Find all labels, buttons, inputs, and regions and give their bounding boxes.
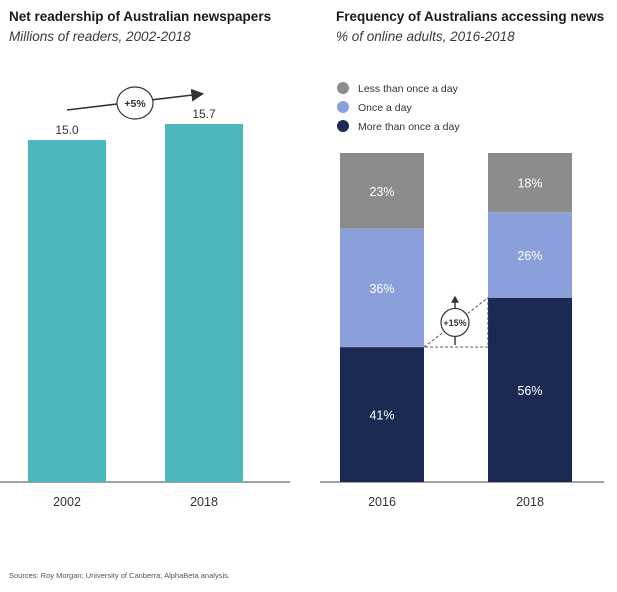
- chart1-value-label-2018: 15.7: [192, 107, 216, 121]
- chart2-category-label-2016: 2016: [368, 495, 396, 509]
- chart2-legend-marker-0: [337, 82, 349, 94]
- chart2-segment-2018-0: [488, 297, 572, 482]
- chart2-growth-label: +15%: [443, 318, 466, 328]
- chart2-segment-label-2018-1: 26%: [517, 249, 542, 263]
- chart2-legend-label-2: More than once a day: [358, 121, 460, 133]
- chart2-segment-2018-2: [488, 153, 572, 213]
- chart2-subtitle: % of online adults, 2016-2018: [336, 29, 515, 44]
- chart1-category-label-2018: 2018: [190, 495, 218, 509]
- chart2-legend-marker-2: [337, 120, 349, 132]
- chart2-growth-bubble: [440, 307, 470, 338]
- chart1-bar-2018: [165, 124, 243, 482]
- chart2-title: Frequency of Australians accessing news: [336, 9, 605, 24]
- chart2-category-label-2018: 2018: [516, 495, 544, 509]
- chart2-legend-label-0: Less than once a day: [358, 83, 459, 95]
- chart1-growth-bubble: [116, 86, 154, 120]
- chart2-segment-label-2018-0: 56%: [517, 384, 542, 398]
- chart1-growth-label: +5%: [124, 98, 146, 110]
- chart1-bar-2002: [28, 139, 106, 482]
- chart2-segment-2018-1: [488, 212, 572, 298]
- chart2-segment-label-2016-1: 36%: [369, 282, 394, 296]
- chart2-legend-label-1: Once a day: [358, 102, 412, 114]
- chart2-legend-marker-1: [337, 101, 349, 113]
- source-note: Sources: Roy Morgan; University of Canbe…: [9, 571, 230, 580]
- chart2-segment-2016-0: [340, 347, 424, 482]
- chart2-segment-label-2016-0: 41%: [369, 409, 394, 423]
- chart2-segment-label-2018-2: 18%: [517, 177, 542, 191]
- chart2-growth-arrowhead: [451, 295, 459, 303]
- chart1-category-label-2002: 2002: [53, 495, 81, 509]
- chart1-subtitle: Millions of readers, 2002-2018: [9, 29, 191, 44]
- chart1-value-label-2002: 15.0: [55, 123, 79, 137]
- chart1-title: Net readership of Australian newspapers: [9, 9, 272, 24]
- chart2-segment-label-2016-2: 23%: [369, 185, 394, 199]
- chart2-segment-2016-1: [340, 228, 424, 348]
- chart2-segment-2016-2: [340, 153, 424, 229]
